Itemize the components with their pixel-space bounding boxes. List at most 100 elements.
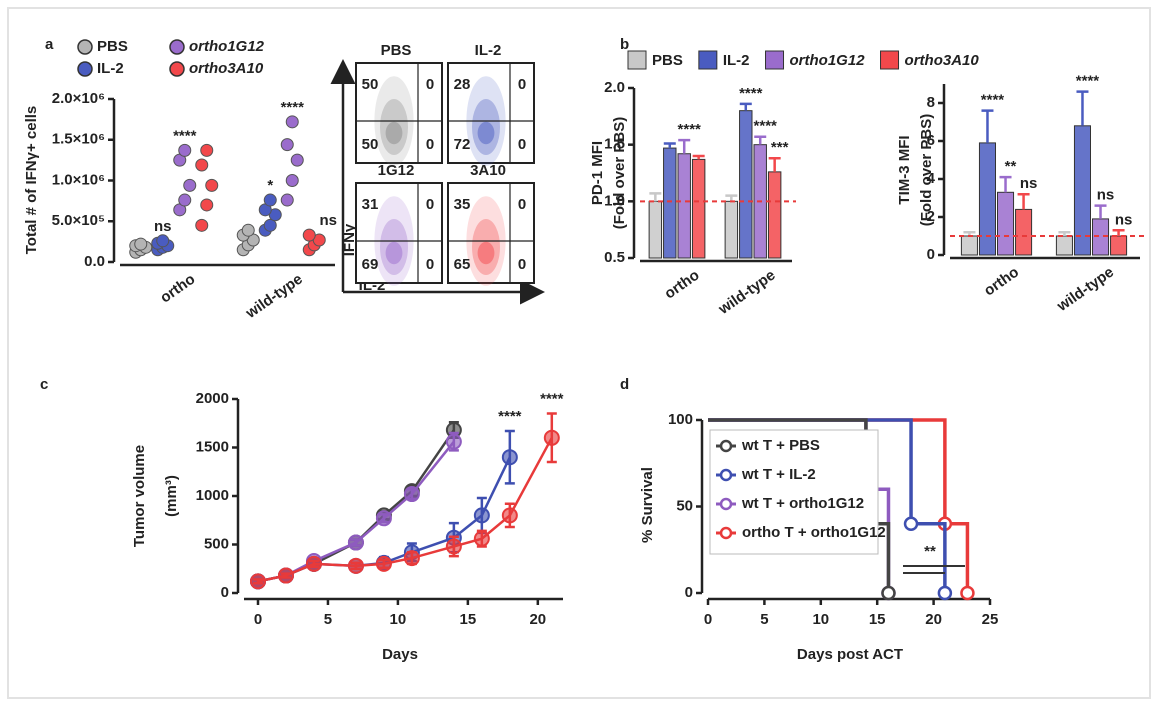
bar bbox=[997, 191, 1015, 256]
marker bbox=[937, 585, 953, 601]
quadrant-value: 0 bbox=[518, 76, 526, 93]
x-tick-label: 10 bbox=[390, 611, 407, 628]
y-tick-label: 1000 bbox=[196, 487, 229, 504]
plot-box bbox=[355, 182, 443, 284]
legend-swatch bbox=[627, 50, 647, 70]
error-bar bbox=[663, 142, 676, 149]
y-tick-label: 1500 bbox=[196, 438, 229, 455]
legend-label: ortho3A10 bbox=[189, 60, 264, 77]
x-tick-label: 5 bbox=[760, 611, 768, 628]
bar bbox=[648, 200, 663, 259]
x-axis-label: Days bbox=[382, 646, 418, 663]
marker bbox=[403, 486, 420, 503]
y-tick-label: 4 bbox=[927, 170, 936, 187]
dot bbox=[178, 193, 192, 207]
error-bar bbox=[754, 135, 767, 145]
significance: ns bbox=[319, 212, 337, 229]
bar bbox=[691, 158, 706, 259]
dot bbox=[241, 223, 255, 237]
significance: **** bbox=[281, 99, 305, 116]
error-bar bbox=[739, 102, 752, 111]
legend-marker bbox=[169, 39, 185, 55]
bar bbox=[1055, 235, 1073, 256]
error-bar bbox=[1112, 229, 1125, 236]
marker bbox=[960, 585, 975, 601]
marker bbox=[903, 516, 919, 532]
x-tick-label: 0 bbox=[254, 611, 262, 628]
marker bbox=[305, 555, 322, 572]
significance: **** bbox=[540, 391, 564, 408]
dot bbox=[195, 158, 209, 172]
dot bbox=[290, 153, 304, 167]
x-tick-label: 15 bbox=[869, 611, 886, 628]
significance: **** bbox=[1076, 73, 1100, 90]
marker bbox=[347, 557, 364, 574]
quadrant-value: 50 bbox=[362, 76, 379, 93]
quadrant-value: 0 bbox=[518, 136, 526, 153]
bar bbox=[960, 235, 978, 256]
density bbox=[380, 219, 408, 275]
plot-box bbox=[355, 62, 443, 164]
marker bbox=[473, 530, 490, 547]
dot bbox=[205, 178, 219, 192]
x-axis-label: Days post ACT bbox=[797, 646, 903, 663]
x-tick-label: 15 bbox=[460, 611, 477, 628]
dot bbox=[156, 234, 170, 248]
density bbox=[472, 219, 500, 275]
panel-letter: a bbox=[45, 36, 54, 53]
quadrant-value: 31 bbox=[362, 196, 379, 213]
quadrant-value: 28 bbox=[454, 76, 471, 93]
panel-letter: b bbox=[620, 36, 629, 53]
marker bbox=[347, 534, 364, 551]
error-bar bbox=[649, 192, 662, 202]
legend-label: PBS bbox=[652, 52, 683, 69]
y-tick-label: 500 bbox=[204, 535, 229, 552]
legend-marker bbox=[719, 526, 733, 540]
quadrant-value: 65 bbox=[454, 256, 471, 273]
y-axis-label: PD-1 MFI bbox=[589, 141, 606, 205]
marker bbox=[277, 567, 294, 584]
marker bbox=[501, 507, 518, 524]
y-tick-label: 2.0×10⁶ bbox=[52, 90, 105, 107]
significance: **** bbox=[739, 85, 763, 102]
marker bbox=[445, 433, 462, 450]
legend-swatch bbox=[880, 50, 900, 70]
marker bbox=[543, 429, 560, 446]
legend-label: wt T + IL-2 bbox=[741, 466, 816, 483]
y-tick-label: 0 bbox=[221, 584, 229, 601]
x-tick-label: 20 bbox=[529, 611, 546, 628]
plot-title: 1G12 bbox=[378, 162, 415, 179]
x-tick-label: 20 bbox=[925, 611, 942, 628]
y-tick-label: 100 bbox=[668, 411, 693, 428]
y-axis-label: Tumor volume bbox=[131, 445, 148, 547]
dot bbox=[263, 218, 277, 232]
dot bbox=[280, 138, 294, 152]
error-bar bbox=[1017, 192, 1030, 210]
quadrant-value: 72 bbox=[454, 136, 471, 153]
y-tick-label: 1.0×10⁶ bbox=[52, 171, 105, 188]
dot bbox=[200, 198, 214, 212]
significance: **** bbox=[981, 92, 1005, 109]
quadrant-value: 35 bbox=[454, 196, 471, 213]
legend-label: IL-2 bbox=[723, 52, 750, 69]
plot-title: IL-2 bbox=[475, 42, 502, 59]
error-bar bbox=[1094, 204, 1107, 219]
error-bar bbox=[768, 157, 781, 172]
legend-label: PBS bbox=[97, 38, 128, 55]
quadrant-value: 0 bbox=[518, 196, 526, 213]
significance: **** bbox=[173, 127, 197, 144]
plot-title: PBS bbox=[381, 42, 412, 59]
significance: ** bbox=[1005, 158, 1017, 175]
y-tick-label: 2000 bbox=[196, 390, 229, 407]
y-tick-label: 0 bbox=[927, 246, 935, 263]
plot-box bbox=[447, 182, 535, 284]
density bbox=[472, 99, 500, 155]
y-tick-label: 50 bbox=[676, 497, 693, 514]
marker bbox=[375, 555, 392, 572]
significance: *** bbox=[771, 139, 789, 156]
error-bar bbox=[999, 175, 1012, 193]
y-tick-label: 6 bbox=[927, 132, 935, 149]
marker bbox=[473, 507, 490, 524]
y-tick-label: 0.5 bbox=[604, 249, 625, 266]
dot bbox=[263, 193, 277, 207]
